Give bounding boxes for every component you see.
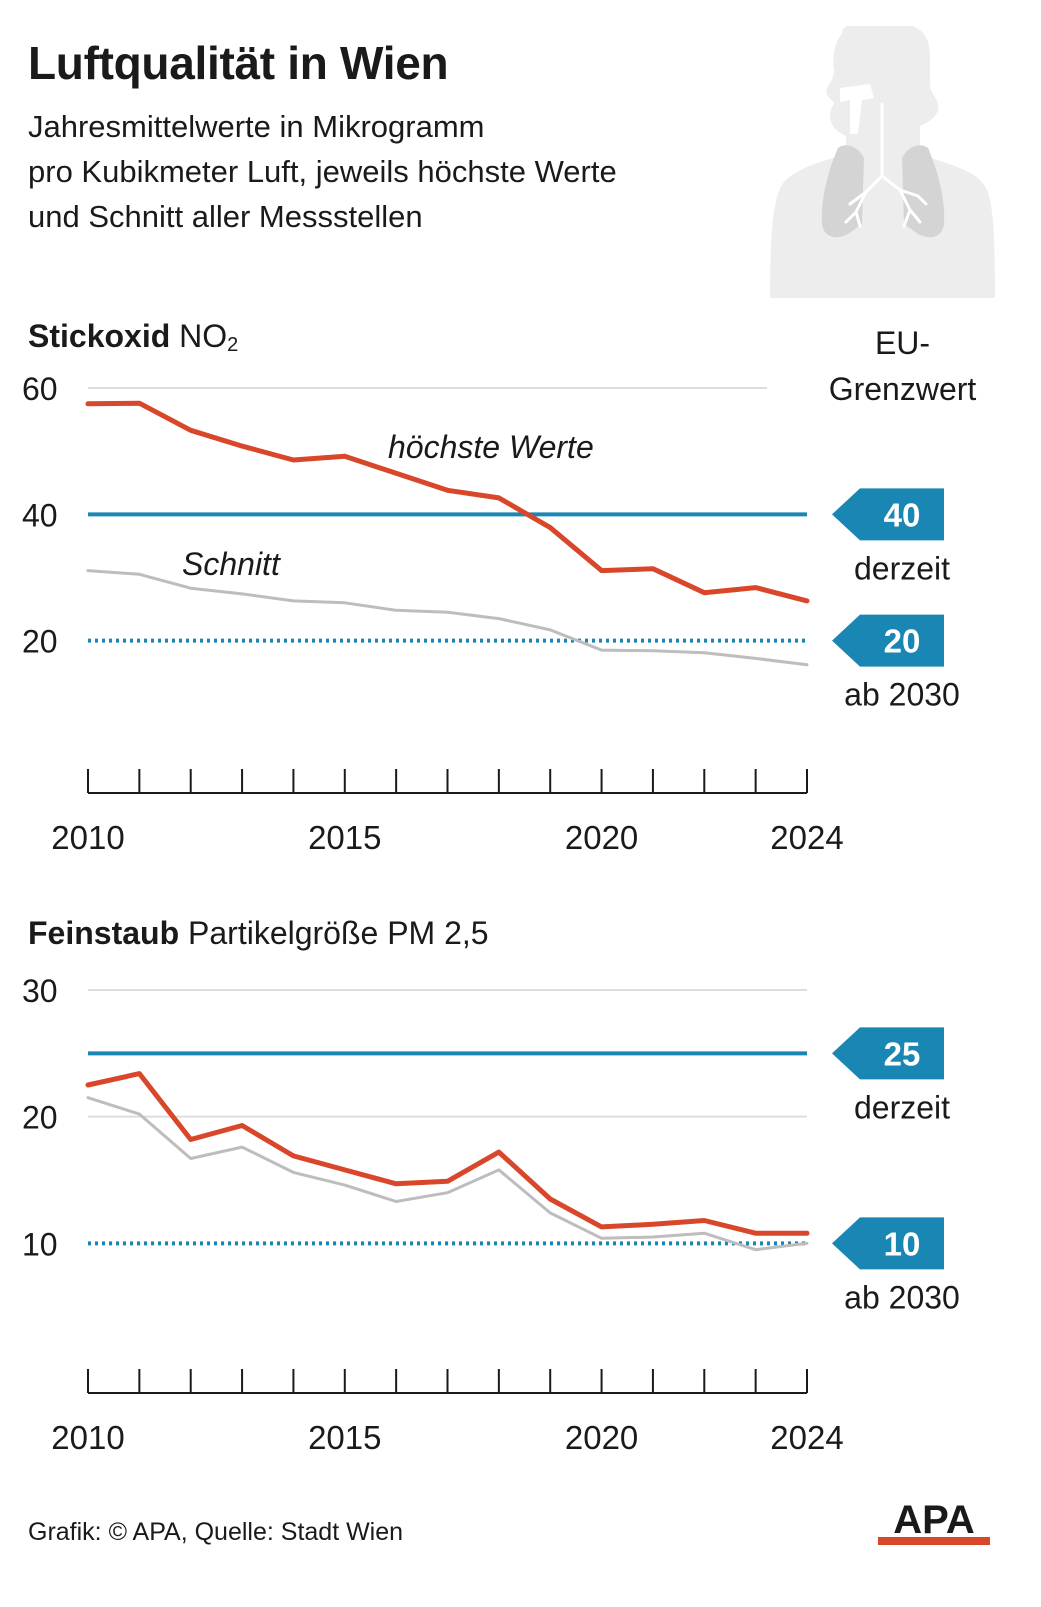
y-tick-label: 60 bbox=[22, 371, 58, 407]
y-tick-label: 20 bbox=[22, 624, 58, 660]
y-tick-label: 30 bbox=[22, 973, 58, 1009]
eu-limit-badge bbox=[832, 1217, 944, 1270]
series-line-highest bbox=[85, 1071, 810, 1236]
series-label: höchste Werte bbox=[388, 429, 594, 465]
x-tick-label: 2020 bbox=[565, 819, 638, 856]
subtitle-line: Jahresmittelwerte in Mikrogramm bbox=[28, 109, 485, 144]
chart-title-rest: NO bbox=[179, 318, 228, 354]
apa-logo: APA bbox=[878, 1498, 990, 1545]
page-title: Luftqualität in Wien bbox=[28, 37, 449, 89]
eu-limit-value: 40 bbox=[884, 496, 921, 533]
eu-label-line: EU- bbox=[874, 325, 931, 361]
y-tick-label: 10 bbox=[22, 1226, 58, 1262]
y-tick-label: 40 bbox=[22, 497, 58, 533]
chart-title-rest: Partikelgröße PM 2,5 bbox=[188, 915, 489, 951]
apa-logo-bar bbox=[878, 1537, 990, 1545]
eu-limit-badge bbox=[832, 1027, 944, 1080]
eu-limit-caption: derzeit bbox=[854, 1089, 950, 1125]
eu-limit-caption: ab 2030 bbox=[844, 677, 960, 713]
eu-label-line: Grenzwert bbox=[828, 371, 977, 407]
y-tick-label: 20 bbox=[22, 1100, 58, 1136]
subtitle-line: pro Kubikmeter Luft, jeweils höchste Wer… bbox=[28, 154, 617, 189]
x-tick-label: 2010 bbox=[51, 819, 124, 856]
series-line-highest bbox=[85, 400, 810, 604]
apa-logo-text: APA bbox=[893, 1498, 974, 1542]
no2-line-chart: 60 40 20 40 derzeit 20 ab 2030 höchste Werte Sch… bbox=[22, 371, 960, 856]
chart-title-pm25: Feinstaub Partikelgröße PM 2,5 bbox=[28, 915, 489, 952]
source-credit: Grafik: © APA, Quelle: Stadt Wien bbox=[28, 1518, 404, 1546]
series-label: Schnitt bbox=[182, 546, 281, 582]
eu-limit-caption: derzeit bbox=[854, 550, 950, 586]
x-tick-label: 2020 bbox=[565, 1419, 638, 1456]
chart-title-bold: Feinstaub bbox=[28, 915, 180, 951]
chart-title-no2: Stickoxid NO2 bbox=[28, 318, 238, 357]
x-tick-label: 2024 bbox=[770, 1419, 843, 1456]
x-tick-label: 2015 bbox=[308, 1419, 381, 1456]
x-tick-label: 2024 bbox=[770, 819, 843, 856]
eu-limit-badge bbox=[832, 614, 944, 667]
subtitle: Jahresmittelwerte in Mikrogramm pro Kubi… bbox=[28, 104, 788, 239]
series-line-average bbox=[86, 1096, 809, 1252]
chart-title-bold: Stickoxid bbox=[28, 318, 171, 354]
subtitle-line: und Schnitt aller Messstellen bbox=[28, 199, 423, 234]
eu-limit-value: 10 bbox=[884, 1225, 921, 1262]
eu-limit-caption: ab 2030 bbox=[844, 1279, 960, 1315]
eu-limit-header: EU- Grenzwert bbox=[800, 320, 1005, 412]
x-tick-label: 2015 bbox=[308, 819, 381, 856]
eu-limit-value: 20 bbox=[884, 623, 921, 660]
eu-limit-badge bbox=[832, 488, 944, 541]
eu-limit-value: 25 bbox=[884, 1035, 921, 1072]
x-tick-label: 2010 bbox=[51, 1419, 124, 1456]
series-line-average bbox=[86, 569, 809, 667]
lungs-person-icon bbox=[770, 26, 995, 298]
chart-title-subscript: 2 bbox=[227, 334, 239, 356]
